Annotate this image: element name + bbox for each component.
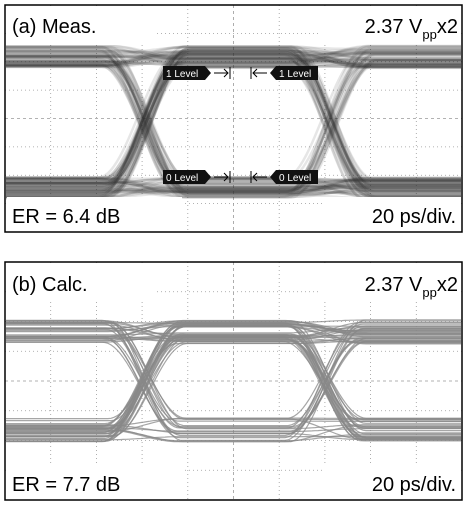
- eye-trace: [0, 57, 468, 186]
- eye-trace: [0, 60, 468, 189]
- eye-trace: [0, 58, 468, 194]
- eye-trace: [0, 67, 468, 188]
- eye-trace: [0, 50, 468, 184]
- eye-trace: [0, 66, 468, 191]
- eye-trace: [0, 50, 468, 197]
- scale-subscript: pp: [422, 27, 436, 42]
- eye-trace: [0, 57, 468, 193]
- panel-label: (a) Meas.: [12, 16, 96, 38]
- eye-trace: [0, 336, 468, 438]
- scale-value: 2.37 V: [365, 16, 423, 38]
- eye-trace: [0, 58, 468, 197]
- eye-trace: [0, 54, 468, 196]
- eye-trace: [0, 65, 468, 191]
- eye-trace: [0, 53, 468, 195]
- eye-trace: [0, 61, 468, 183]
- er-label: ER = 7.7 dB: [12, 474, 120, 496]
- eye-trace: [0, 54, 468, 185]
- eye-trace: [0, 64, 468, 190]
- eye-trace: [0, 50, 468, 196]
- eye-trace: [0, 337, 468, 427]
- eye-trace: [0, 63, 468, 193]
- eye-trace: [0, 54, 468, 194]
- eye-trace: [0, 51, 468, 178]
- timebase-label: 20 ps/div.: [372, 474, 456, 496]
- page: {"panels": [ {"label": "(a) Meas.", "sca…: [0, 0, 468, 508]
- eye-trace: [0, 56, 468, 193]
- eye-trace: [0, 66, 468, 182]
- eye-trace: [0, 62, 468, 183]
- eye-trace: [0, 49, 468, 190]
- eye-trace: [0, 59, 468, 190]
- eye-trace: [0, 66, 468, 189]
- er-label: ER = 6.4 dB: [12, 206, 120, 228]
- panel-label: (b) Calc.: [12, 274, 88, 296]
- eye-trace: [0, 51, 468, 182]
- scale-value: 2.37 V: [365, 274, 423, 296]
- scale-suffix: x2: [437, 16, 458, 38]
- eye-trace: [0, 65, 468, 187]
- eye-trace: [0, 48, 468, 195]
- eye-trace: [0, 61, 468, 191]
- eye-trace: [0, 334, 468, 429]
- eye-trace: [0, 65, 468, 194]
- scale-suffix: x2: [437, 274, 458, 296]
- figure: (a) Meas. 2.37 Vppx2 ER = 6.4 dB 20 ps/d…: [0, 0, 468, 508]
- eye-trace: [0, 54, 468, 185]
- eye-trace: [0, 51, 468, 191]
- eye-trace: [0, 49, 468, 182]
- eye-trace: [0, 50, 468, 194]
- eye-trace: [0, 55, 468, 189]
- eye-trace: [0, 51, 468, 191]
- eye-trace: [0, 65, 468, 185]
- eye-trace: [0, 53, 468, 188]
- eye-trace: [0, 59, 468, 182]
- eye-trace: [0, 62, 468, 193]
- eye-trace: [0, 61, 468, 188]
- eye-trace: [0, 57, 468, 195]
- eye-trace: [0, 338, 468, 419]
- timebase-label: 20 ps/div.: [372, 206, 456, 228]
- eye-trace: [0, 58, 468, 187]
- eye-trace: [0, 54, 468, 190]
- scale-subscript: pp: [422, 285, 436, 300]
- marker-text: 1 Level: [279, 69, 311, 80]
- eye-trace: [0, 59, 468, 189]
- eye-trace: [0, 60, 468, 192]
- eye-trace: [0, 55, 468, 191]
- eye-trace: [0, 341, 468, 426]
- marker-text: 1 Level: [166, 69, 198, 80]
- marker-text: 0 Level: [166, 173, 198, 184]
- eye-trace: [0, 67, 468, 193]
- eye-traces: [0, 46, 468, 199]
- eye-trace: [0, 47, 468, 197]
- eye-trace: [0, 59, 468, 182]
- eye-trace: [0, 49, 468, 196]
- eye-trace: [0, 62, 468, 190]
- eye-trace: [0, 67, 468, 184]
- eye-trace: [0, 52, 468, 188]
- marker-text: 0 Level: [279, 173, 311, 184]
- eye-trace: [0, 54, 468, 194]
- eye-trace: [0, 52, 468, 191]
- eye-trace: [0, 61, 468, 192]
- eye-trace: [0, 65, 468, 193]
- eye-trace: [0, 51, 468, 196]
- eye-trace: [0, 60, 468, 185]
